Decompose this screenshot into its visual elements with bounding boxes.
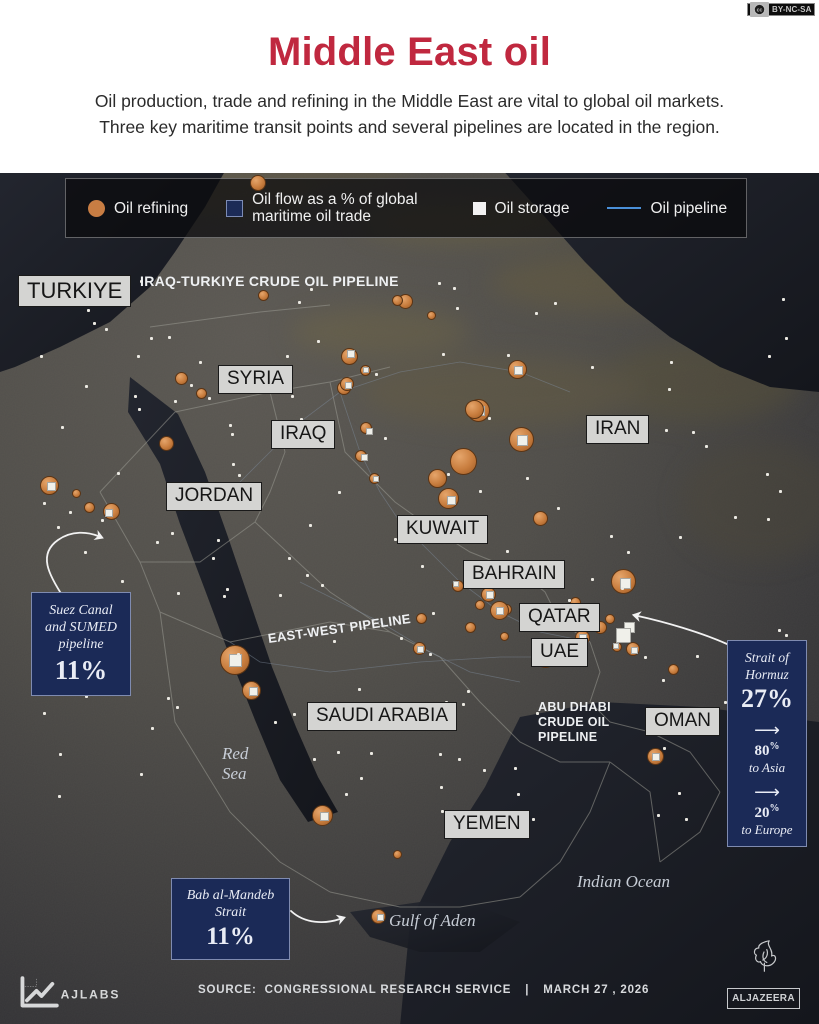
svg-text:AJLABS: AJLABS	[61, 988, 121, 1002]
svg-text:cc: cc	[757, 8, 763, 14]
